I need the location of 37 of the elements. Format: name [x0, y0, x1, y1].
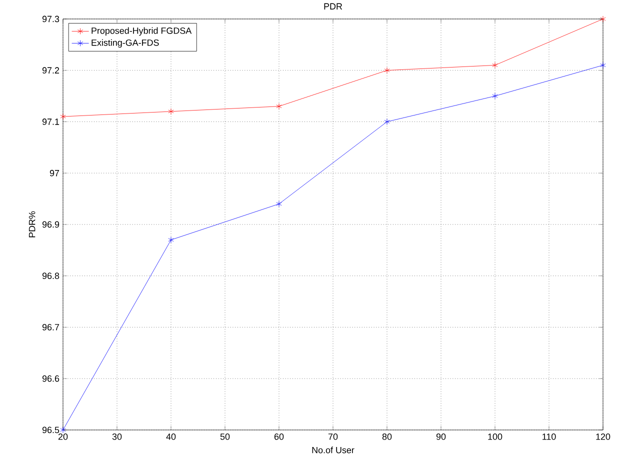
y-tick-label: 97.2: [42, 67, 60, 74]
x-tick-label: 50: [220, 434, 230, 440]
y-tick-label: 96.5: [42, 426, 60, 434]
x-tick-label: 20: [58, 434, 68, 440]
x-tick-label: 30: [112, 434, 122, 440]
point: [492, 62, 498, 68]
point: [276, 103, 282, 110]
point: [168, 108, 174, 115]
x-tick-label: 70: [328, 434, 338, 440]
x-tick-label: 100: [488, 434, 502, 440]
y-tick-label: 97.1: [42, 118, 60, 125]
x-axis-title: No.of User: [312, 446, 354, 454]
point: [600, 62, 606, 68]
x-tick-label: 60: [274, 434, 284, 440]
x-tick-label: 90: [436, 434, 446, 440]
point: [384, 118, 390, 125]
legend-label: Proposed-Hybrid FGDSA: [92, 27, 192, 36]
point: [168, 236, 174, 244]
point: [384, 67, 390, 74]
legend-label: Existing-GA-FDS: [92, 39, 159, 48]
y-tick-label: 96.9: [42, 221, 60, 228]
x-tick-label: 110: [542, 434, 556, 440]
x-tick-label: 40: [166, 434, 176, 440]
point: [600, 16, 606, 22]
y-axis-title: PDR%: [28, 211, 36, 238]
chart-title: PDR: [324, 3, 342, 10]
point: [60, 113, 66, 120]
y-tick-label: 97.3: [42, 16, 60, 22]
point: [492, 92, 498, 100]
y-tick-label: 97: [50, 170, 60, 176]
y-tick-label: 96.8: [42, 272, 60, 280]
y-tick-label: 96.7: [42, 324, 60, 330]
point: [276, 200, 282, 208]
y-tick-label: 96.6: [42, 375, 60, 382]
x-tick-label: 120: [596, 434, 610, 440]
point: [60, 426, 66, 434]
x-tick-label: 80: [382, 434, 392, 440]
